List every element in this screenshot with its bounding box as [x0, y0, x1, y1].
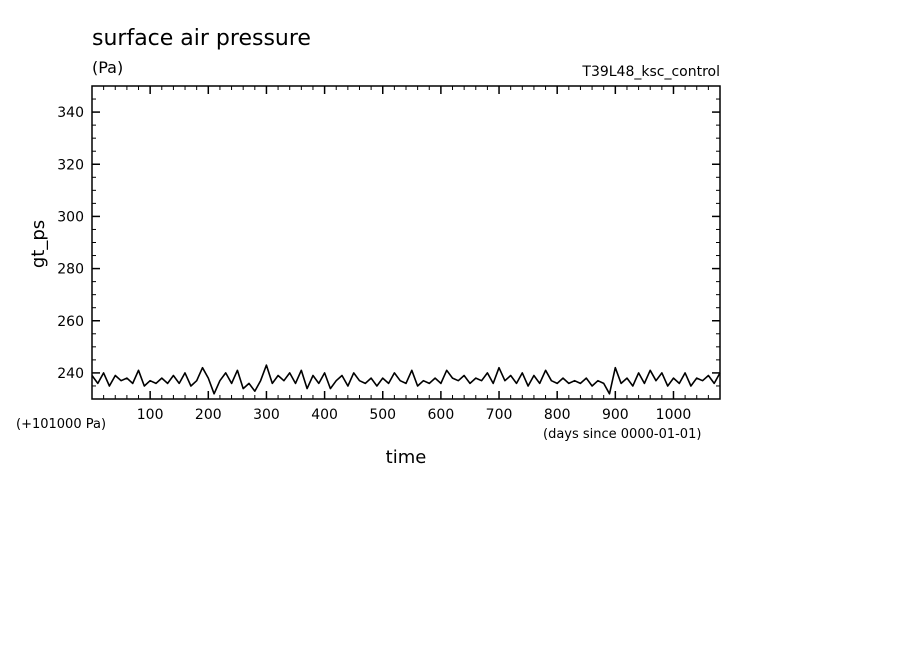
x-tick-label: 100 [137, 407, 164, 423]
x-tick-label: 700 [486, 407, 513, 423]
x-tick-label: 600 [428, 407, 455, 423]
y-tick-label: 260 [57, 314, 84, 330]
x-tick-label: 900 [602, 407, 629, 423]
chart-title: surface air pressure [92, 26, 311, 51]
y-tick-label: 280 [57, 262, 84, 278]
y-offset-note: (+101000 Pa) [16, 417, 106, 432]
y-tick-label: 340 [57, 105, 84, 121]
x-axis-label: time [386, 447, 427, 468]
y-tick-label: 240 [57, 366, 84, 382]
x-tick-label: 300 [253, 407, 280, 423]
x-tick-label: 400 [311, 407, 338, 423]
x-units-note: (days since 0000-01-01) [543, 427, 701, 442]
y-tick-label: 320 [57, 157, 84, 173]
x-tick-label: 200 [195, 407, 222, 423]
plot-frame [91, 85, 721, 400]
series-line-0 [91, 364, 721, 395]
y-axis-label: gt_ps [28, 220, 49, 268]
y-tick-label: 300 [57, 209, 84, 225]
x-tick-label: 800 [544, 407, 571, 423]
x-tick-label: 500 [369, 407, 396, 423]
x-tick-label: 1000 [656, 407, 692, 423]
run-name: T39L48_ksc_control [581, 64, 720, 80]
units-label: (Pa) [92, 58, 123, 77]
